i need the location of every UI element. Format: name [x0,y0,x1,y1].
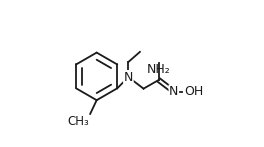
Text: OH: OH [185,85,204,98]
Text: N: N [124,71,133,84]
Text: CH₃: CH₃ [68,115,89,128]
Text: N: N [169,85,178,98]
Text: NH₂: NH₂ [147,63,171,76]
